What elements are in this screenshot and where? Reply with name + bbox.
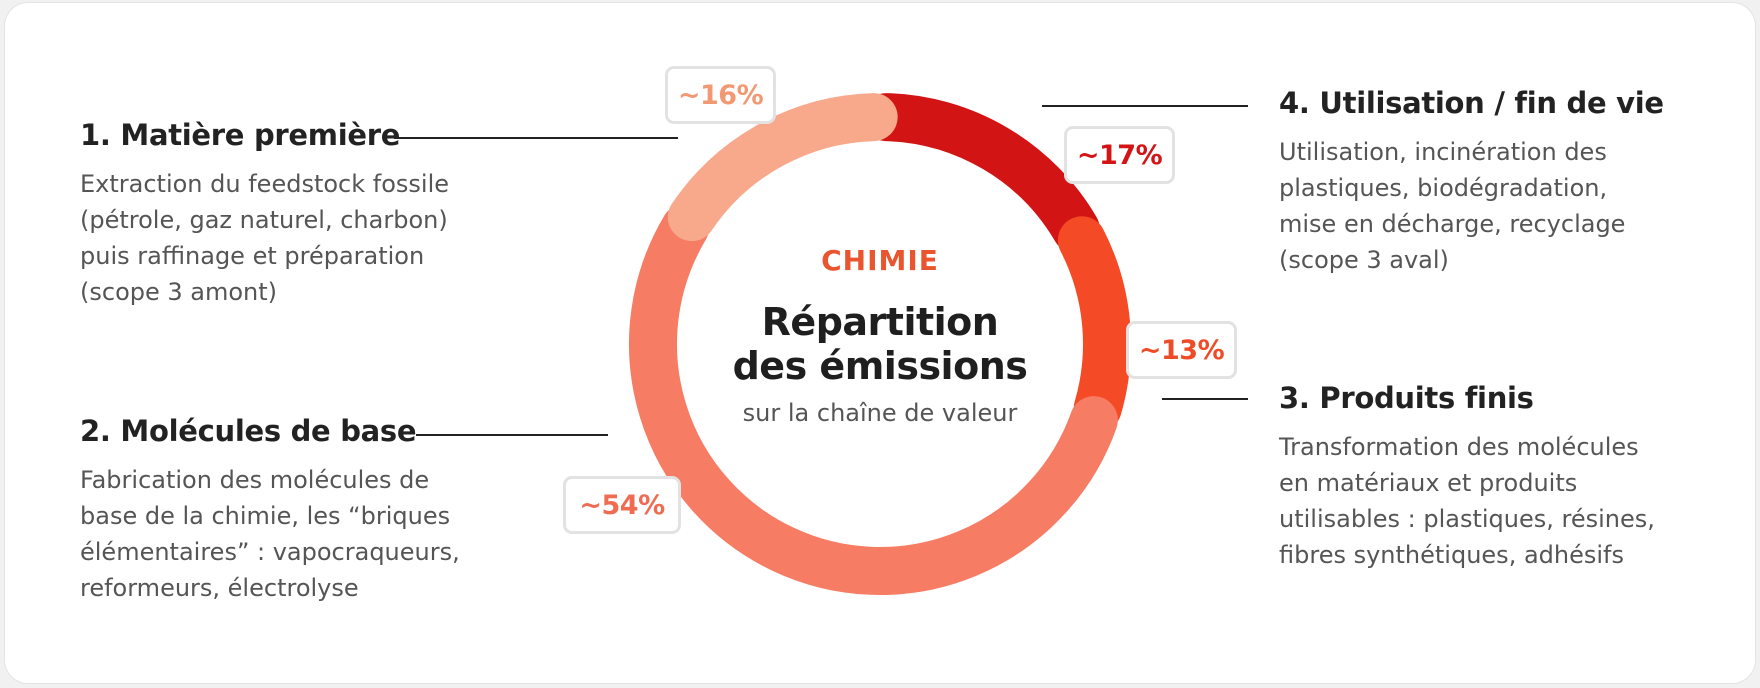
description-line: mise en décharge, recyclage <box>1279 210 1626 238</box>
stage-matiere-title: 1. Matière première <box>80 118 401 152</box>
description-line: utilisables : plastiques, résines, <box>1279 505 1655 533</box>
donut-segment-2 <box>1057 216 1131 433</box>
center-subtitle: sur la chaîne de valeur <box>742 399 1018 427</box>
stage-matiere: 1. Matière première Extraction du feedst… <box>80 118 449 310</box>
stage-molecules-description: Fabrication des molécules de base de la … <box>80 462 460 606</box>
description-line: en matériaux et produits <box>1279 469 1578 497</box>
donut-segment-3 <box>629 203 1118 595</box>
percent-label-utilisation: ~17% <box>1064 126 1175 184</box>
stage-produits-description: Transformation des molécules en matériau… <box>1279 429 1655 573</box>
description-line: plastiques, biodégradation, <box>1279 174 1608 202</box>
description-line: fibres synthétiques, adhésifs <box>1279 541 1624 569</box>
connector-utilisation <box>1042 105 1248 107</box>
description-line: Extraction du feedstock fossile <box>80 170 449 198</box>
donut-segment-4 <box>667 93 898 242</box>
connector-molecules <box>416 434 608 436</box>
percent-label-matiere: ~16% <box>665 66 776 124</box>
description-line: Transformation des molécules <box>1279 433 1639 461</box>
center-title-line-1: Répartition <box>761 300 999 344</box>
percent-label-molecules: ~54% <box>563 476 681 534</box>
center-kicker: CHIMIE <box>821 244 939 277</box>
stage-utilisation-title: 4. Utilisation / fin de vie <box>1279 86 1664 120</box>
connector-produits <box>1162 398 1248 400</box>
center-title-line-2: des émissions <box>732 344 1028 388</box>
description-line: Utilisation, incinération des <box>1279 138 1607 166</box>
stage-produits-title: 3. Produits finis <box>1279 381 1534 415</box>
description-line: puis raffinage et préparation <box>80 242 425 270</box>
description-line: (pétrole, gaz naturel, charbon) <box>80 206 448 234</box>
stage-matiere-description: Extraction du feedstock fossile (pétrole… <box>80 166 449 310</box>
description-line: base de la chimie, les “briques <box>80 502 451 530</box>
stage-molecules: 2. Molécules de base Fabrication des mol… <box>80 414 460 606</box>
stage-produits: 3. Produits finis Transformation des mol… <box>1279 381 1655 573</box>
connector-matiere <box>394 137 678 139</box>
description-line: Fabrication des molécules de <box>80 466 430 494</box>
description-line: (scope 3 aval) <box>1279 246 1449 274</box>
description-line: (scope 3 amont) <box>80 278 278 306</box>
stage-molecules-title: 2. Molécules de base <box>80 414 417 448</box>
description-line: élémentaires” : vapocraqueurs, <box>80 538 460 566</box>
stage-utilisation-description: Utilisation, incinération des plastiques… <box>1279 134 1664 278</box>
percent-label-produits: ~13% <box>1126 321 1237 379</box>
stage-utilisation: 4. Utilisation / fin de vie Utilisation,… <box>1279 86 1664 278</box>
description-line: reformeurs, électrolyse <box>80 574 359 602</box>
donut-segment-1 <box>862 93 1100 254</box>
